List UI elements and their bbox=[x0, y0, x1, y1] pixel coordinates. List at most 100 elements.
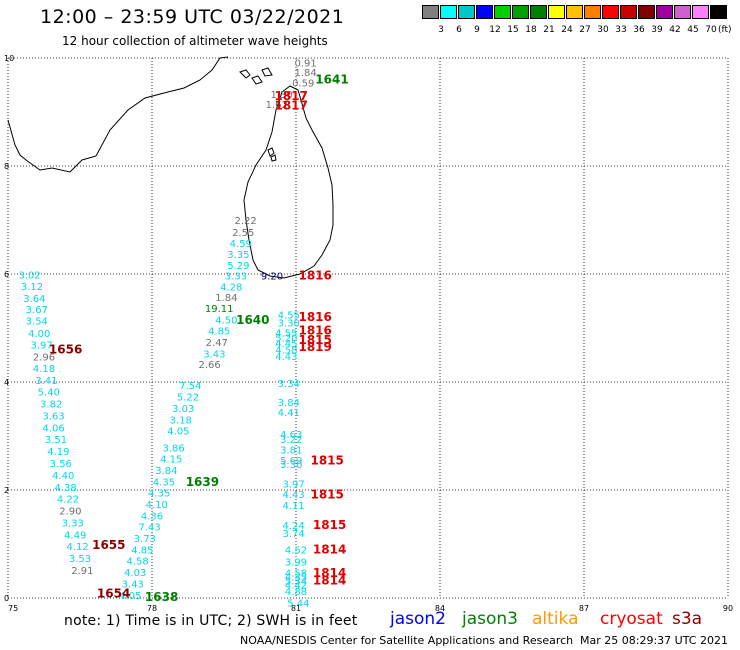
wave-height-value: 4.28 bbox=[220, 282, 242, 293]
track-time-labels: 1641181718171816181618161815181916401656… bbox=[49, 73, 349, 604]
legend-swatch bbox=[422, 5, 439, 19]
wave-height-value: 3.41 bbox=[35, 376, 57, 387]
wave-height-value: 3.67 bbox=[26, 305, 48, 316]
wave-height-value: 3.03 bbox=[172, 404, 194, 415]
legend-swatch bbox=[674, 5, 691, 19]
x-tick-label: 81 bbox=[291, 604, 301, 613]
wave-height-value: 4.18 bbox=[33, 364, 55, 375]
wave-height-value: 4.40 bbox=[52, 471, 74, 482]
track-time-label: 1816 bbox=[298, 310, 331, 324]
wave-height-value: 3.73 bbox=[134, 534, 156, 545]
wave-height-value: 3.30 bbox=[280, 460, 302, 471]
wave-height-value: 3.99 bbox=[285, 557, 307, 568]
wave-height-value: 4.45 bbox=[275, 339, 297, 350]
legend-swatch bbox=[440, 5, 457, 19]
x-tick-label: 84 bbox=[435, 604, 445, 613]
india-coastline bbox=[7, 56, 229, 173]
wave-height-value: 0.59 bbox=[292, 78, 314, 89]
wave-height-value: 3.33 bbox=[225, 272, 247, 283]
wave-height-value: 4.06 bbox=[42, 423, 64, 434]
sri-lanka-coastline bbox=[243, 85, 334, 279]
legend-swatch bbox=[602, 5, 619, 19]
track-time-label: 1817 bbox=[274, 99, 307, 113]
wave-height-value: 4.43 bbox=[275, 352, 297, 363]
wave-height-value: 3.22 bbox=[280, 435, 302, 446]
legend-label: 36 bbox=[633, 25, 645, 35]
x-tick-label: 78 bbox=[147, 604, 157, 613]
wave-height-value: 4.58 bbox=[275, 346, 297, 357]
legend-swatch bbox=[530, 5, 547, 19]
track-time-label: 1640 bbox=[236, 313, 269, 327]
legend-label: 6 bbox=[456, 25, 462, 35]
wave-height-value: 3.43 bbox=[122, 579, 144, 590]
wave-height-values: 0.911.840.591.301.622.222.554.593.355.29… bbox=[18, 58, 316, 609]
wave-height-value: 4.10 bbox=[146, 500, 168, 511]
legend-swatch bbox=[710, 5, 727, 19]
wave-height-value: 19.11 bbox=[205, 304, 234, 315]
wave-height-value: 1.30 bbox=[270, 90, 292, 101]
wave-height-value: 4.50 bbox=[215, 315, 237, 326]
track-time-label: 1815 bbox=[298, 333, 331, 347]
wave-height-value: 3.74 bbox=[282, 529, 304, 540]
track-time-label: 1817 bbox=[274, 89, 307, 103]
wave-height-value: 4.05 bbox=[119, 591, 141, 602]
axis-ticks: 75 78 81 84 87 90 0 2 4 6 8 10 bbox=[4, 54, 733, 613]
wave-height-value: 1.62 bbox=[266, 100, 288, 111]
wave-height-value: 3.64 bbox=[23, 294, 45, 305]
wave-height-value: 4.52 bbox=[285, 545, 307, 556]
y-tick-label: 2 bbox=[4, 486, 9, 495]
wave-height-value: 4.11 bbox=[282, 501, 304, 512]
legend-label: 45 bbox=[687, 25, 699, 35]
wave-height-value: 4.63 bbox=[280, 430, 302, 441]
legend-label: 42 bbox=[669, 25, 681, 35]
legend-label: 27 bbox=[579, 25, 591, 35]
wave-height-value: 3.30 bbox=[278, 319, 300, 330]
track-time-label: 1816 bbox=[298, 269, 331, 283]
wave-height-value: 4.59 bbox=[230, 239, 252, 250]
wave-height-value: 4.41 bbox=[278, 408, 300, 419]
legend-unit: (ft) bbox=[718, 25, 732, 35]
wave-height-value: 5.40 bbox=[38, 388, 60, 399]
legend-label: 39 bbox=[651, 25, 663, 35]
wave-height-value: 4.85 bbox=[131, 545, 153, 556]
satellite-cryosat: cryosat bbox=[600, 609, 663, 629]
wave-height-value: 9.20 bbox=[261, 272, 283, 283]
legend-swatch bbox=[512, 5, 529, 19]
wave-height-value: 4.36 bbox=[141, 511, 163, 522]
island-outlines bbox=[239, 67, 277, 162]
track-time-label: 1638 bbox=[145, 590, 178, 604]
legend-label: 21 bbox=[543, 25, 555, 35]
timestamp: Mar 25 08:29:37 UTC 2021 bbox=[580, 634, 728, 647]
satellite-altika: altika bbox=[532, 609, 579, 629]
track-time-label: 1816 bbox=[298, 324, 331, 338]
wave-height-value: 4.58 bbox=[285, 569, 307, 580]
track-time-label: 1814 bbox=[313, 542, 346, 556]
wave-height-value: 3.84 bbox=[278, 398, 300, 409]
credit-line: NOAA/NESDIS Center for Satellite Applica… bbox=[240, 634, 574, 647]
y-tick-label: 0 bbox=[4, 594, 9, 603]
wave-height-value: 2.47 bbox=[206, 338, 228, 349]
footer-note: note: 1) Time is in UTC; 2) SWH is in fe… bbox=[64, 613, 358, 629]
wave-height-value: 4.22 bbox=[57, 495, 79, 506]
legend-swatch bbox=[638, 5, 655, 19]
wave-height-value: 4.12 bbox=[66, 542, 88, 553]
wave-height-value: 4.35 bbox=[148, 489, 170, 500]
wave-height-value: 4.38 bbox=[54, 483, 76, 494]
legend-label: 9 bbox=[474, 25, 480, 35]
wave-height-value: 0.91 bbox=[294, 58, 316, 69]
wave-height-value: 5.44 bbox=[287, 598, 309, 609]
wave-height-value: 4.85 bbox=[208, 327, 230, 338]
legend-label: 15 bbox=[507, 25, 519, 35]
wave-height-value: 2.91 bbox=[71, 566, 93, 577]
y-tick-label: 8 bbox=[4, 162, 9, 171]
wave-height-value: 5.34 bbox=[285, 577, 307, 588]
wave-height-value: 1.84 bbox=[294, 68, 316, 79]
track-time-label: 1815 bbox=[310, 487, 343, 501]
legend-swatch bbox=[494, 5, 511, 19]
wave-height-value: 3.86 bbox=[162, 443, 184, 454]
wave-height-value: 3.97 bbox=[30, 341, 52, 352]
track-time-label: 1655 bbox=[92, 538, 125, 552]
wave-height-value: 5.29 bbox=[227, 261, 249, 272]
legend-swatch bbox=[692, 5, 709, 19]
wave-height-value: 4.58 bbox=[126, 557, 148, 568]
